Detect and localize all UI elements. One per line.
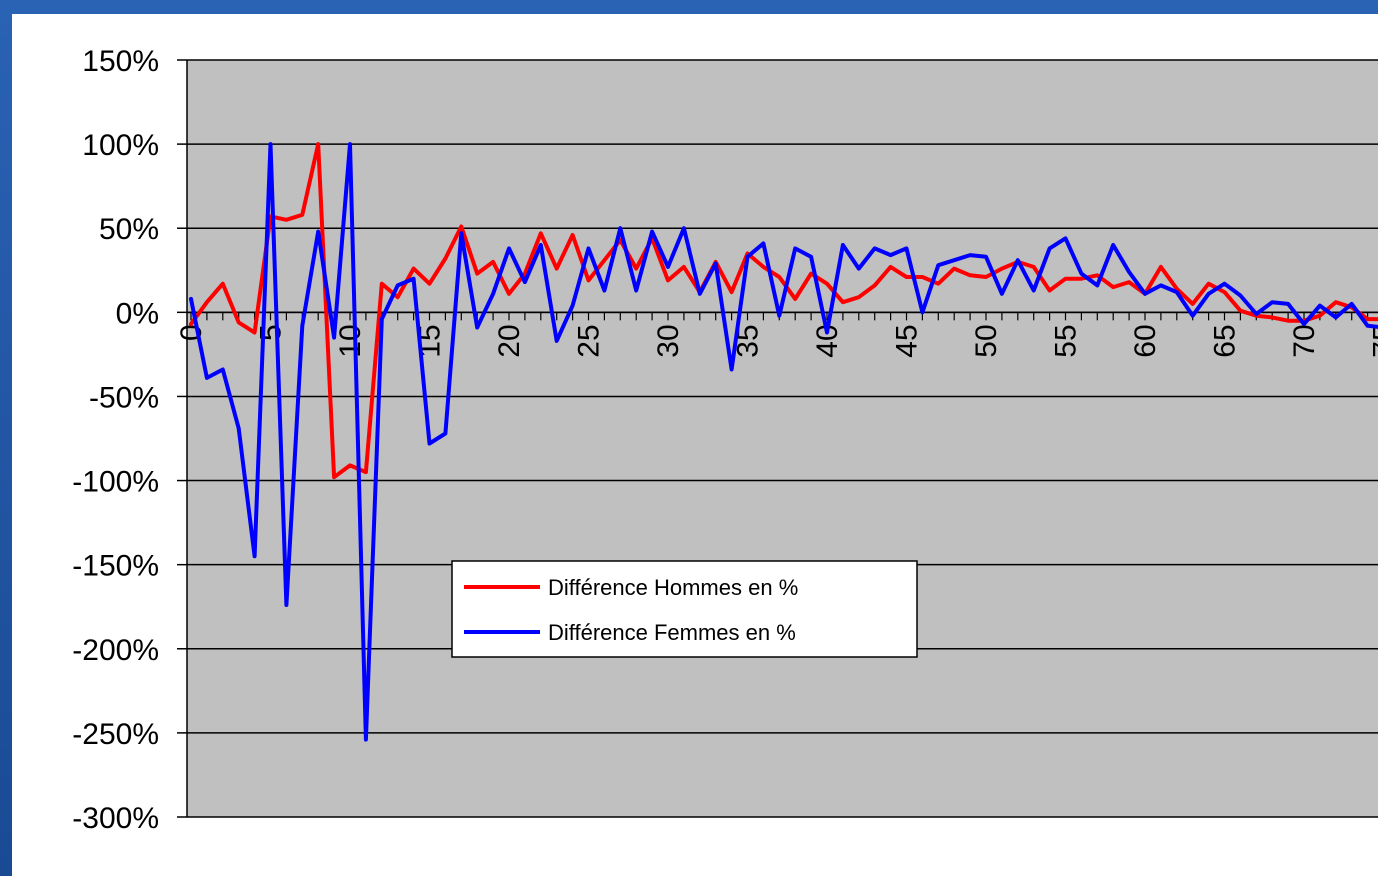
y-tick-label: 0% <box>116 297 159 330</box>
x-tick-label: 0 <box>175 324 208 341</box>
plot-area <box>187 60 1378 817</box>
y-tick-label: 50% <box>99 213 159 246</box>
legend-label-hommes: Différence Hommes en % <box>548 575 798 600</box>
x-tick-label: 60 <box>1129 324 1162 357</box>
x-tick-label: 70 <box>1288 324 1321 357</box>
y-tick-label: 150% <box>82 45 159 78</box>
x-tick-label: 30 <box>652 324 685 357</box>
y-tick-label: -50% <box>89 381 159 414</box>
x-tick-label: 20 <box>493 324 526 357</box>
x-tick-label: 75 <box>1368 324 1378 357</box>
series-femmes-line <box>189 142 1378 742</box>
x-tick-label: 25 <box>573 324 606 357</box>
x-tick-label: 10 <box>334 324 367 357</box>
y-tick-label: -250% <box>72 718 159 751</box>
y-tick-label: 100% <box>82 129 159 162</box>
legend-box <box>451 560 918 658</box>
x-tick-label: 55 <box>1050 324 1083 357</box>
y-tick-label: -200% <box>72 634 159 667</box>
x-tick-label: 65 <box>1209 324 1242 357</box>
x-tick-label: 45 <box>891 324 924 357</box>
legend-label-femmes: Différence Femmes en % <box>548 620 796 645</box>
x-tick-label: 5 <box>255 324 288 341</box>
x-tick-label: 50 <box>970 324 1003 357</box>
y-tick-label: -150% <box>72 550 159 583</box>
y-tick-label: -100% <box>72 466 159 499</box>
y-tick-label: -300% <box>72 802 159 835</box>
